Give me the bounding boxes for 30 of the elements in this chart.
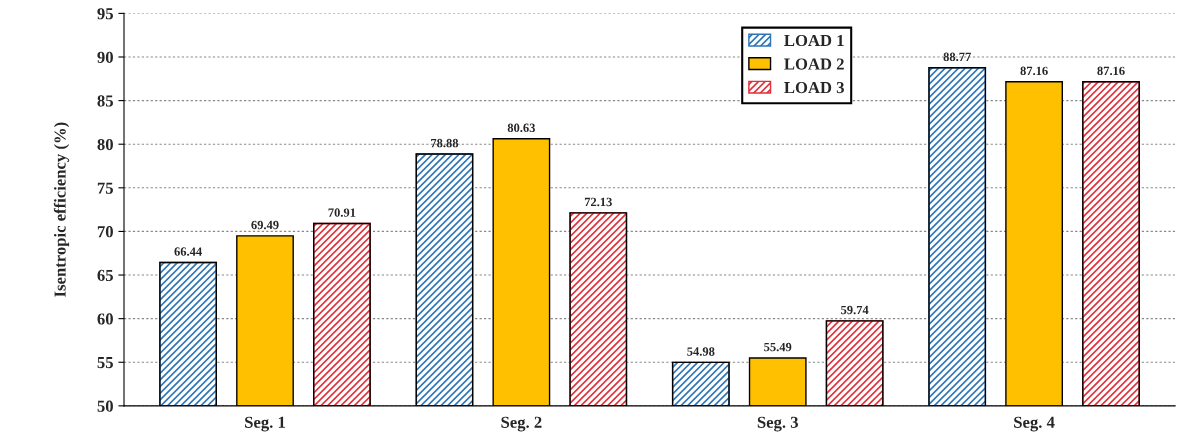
- data-label: 66.44: [174, 247, 202, 256]
- x-tick-label: Seg. 1: [245, 416, 285, 432]
- legend-label: LOAD 1: [784, 34, 844, 47]
- y-tick-label: 75: [97, 182, 113, 194]
- data-label: 80.63: [507, 123, 535, 133]
- y-axis-title: Isentropic efficiency (%): [53, 122, 70, 297]
- legend-label: LOAD 2: [784, 58, 844, 70]
- data-label: 78.88: [431, 138, 459, 148]
- y-tick-label: 55: [97, 357, 113, 369]
- y-tick-label: 60: [97, 313, 113, 325]
- data-label: 59.74: [841, 305, 869, 315]
- data-label: 87.16: [1020, 66, 1048, 76]
- x-tick-label: Seg. 3: [757, 416, 798, 432]
- y-tick-label: 70: [97, 226, 113, 238]
- data-label: 88.77: [943, 52, 971, 62]
- legend-label: LOAD 3: [784, 82, 844, 94]
- x-tick-label: Seg. 4: [1014, 416, 1055, 432]
- y-tick-label: 65: [97, 269, 113, 281]
- y-tick-label: 95: [97, 8, 113, 20]
- data-label: 54.98: [687, 347, 715, 356]
- y-tick-label: 80: [97, 138, 113, 151]
- data-label: 70.91: [328, 208, 356, 217]
- y-tick-label: 85: [97, 95, 113, 107]
- y-tick-label: 50: [97, 400, 113, 412]
- data-label: 55.49: [764, 342, 792, 352]
- data-label: 69.49: [251, 220, 279, 230]
- data-label: 72.13: [584, 197, 612, 207]
- y-tick-label: 90: [97, 51, 113, 63]
- x-tick-label: Seg. 2: [501, 416, 542, 432]
- data-label: 87.16: [1097, 66, 1125, 76]
